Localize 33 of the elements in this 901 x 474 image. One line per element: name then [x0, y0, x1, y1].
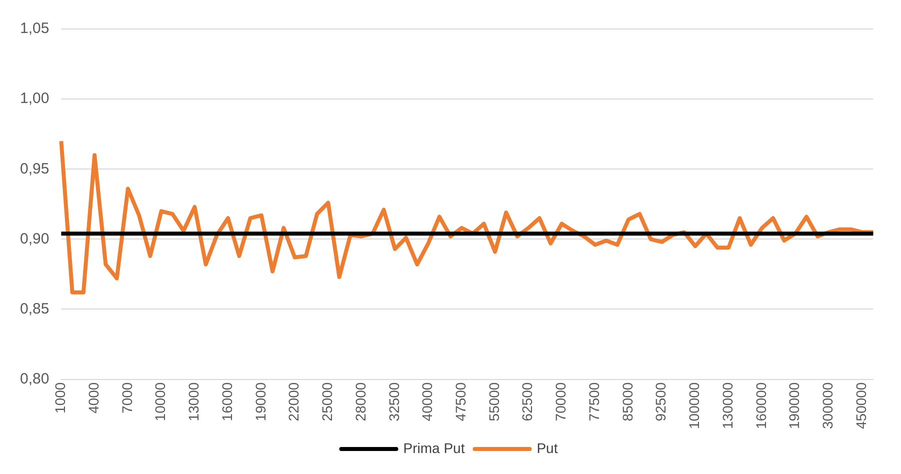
x-tick-label: 100000: [686, 382, 702, 429]
x-tick-label: 1000: [52, 382, 68, 414]
x-tick-label: 7000: [118, 382, 135, 414]
x-tick-label: 4000: [85, 382, 102, 414]
x-tick-label: 55000: [486, 382, 502, 422]
x-tick-label: 70000: [552, 382, 569, 422]
legend-label: Put: [536, 440, 558, 456]
x-tick-label: 10000: [152, 382, 168, 422]
x-tick-label: 62500: [519, 382, 536, 422]
x-tick-label: 77500: [586, 382, 602, 422]
x-tick-label: 13000: [186, 382, 202, 422]
x-tick-label: 450000: [852, 382, 869, 429]
legend-label: Prima Put: [403, 440, 465, 456]
x-tick-label: 300000: [820, 382, 836, 429]
y-tick-label: 0,95: [20, 160, 50, 178]
y-tick-label: 0,80: [20, 370, 50, 388]
x-tick-label: 47500: [452, 382, 468, 422]
x-tick-label: 160000: [752, 382, 769, 429]
x-tick-label: 32500: [386, 382, 402, 422]
y-tick-label: 0,90: [20, 230, 50, 248]
x-tick-label: 16000: [218, 382, 235, 422]
x-tick-label: 85000: [619, 382, 636, 422]
y-tick-label: 1,05: [20, 20, 50, 38]
y-tick-label: 0,85: [20, 300, 50, 318]
y-tick-label: 1,00: [20, 90, 50, 108]
x-tick-label: 25000: [319, 382, 336, 422]
x-tick-label: 40000: [419, 382, 436, 422]
x-tick-label: 28000: [352, 382, 368, 422]
x-tick-label: 92500: [652, 382, 669, 422]
x-tick-label: 22000: [286, 382, 302, 422]
x-tick-label: 130000: [719, 382, 736, 429]
x-tick-label: 19000: [252, 382, 268, 422]
x-tick-label: 190000: [786, 382, 802, 429]
